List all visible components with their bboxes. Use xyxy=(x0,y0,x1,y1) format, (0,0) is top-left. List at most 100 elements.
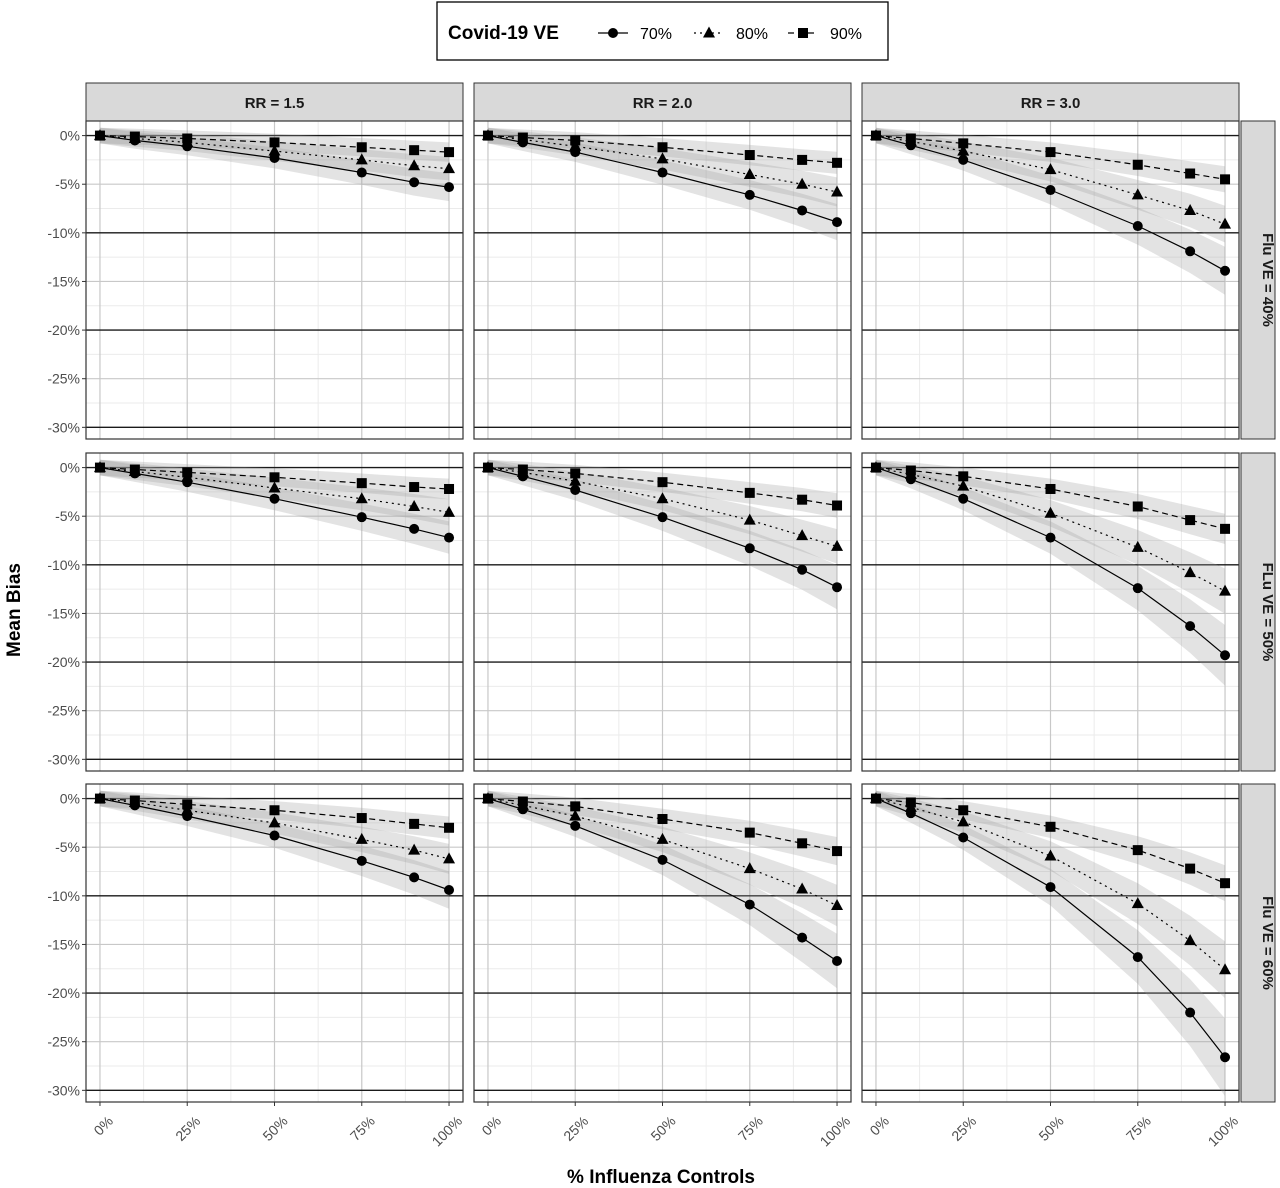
x-tick-label: 100% xyxy=(817,1113,854,1150)
column-strip-label: RR = 2.0 xyxy=(633,95,693,112)
x-tick-label: 25% xyxy=(560,1113,591,1144)
data-point-80% xyxy=(796,882,809,894)
data-point-90% xyxy=(1045,483,1056,494)
panel-border xyxy=(473,452,852,772)
data-point-90% xyxy=(409,482,420,493)
data-point-70% xyxy=(958,154,969,165)
y-tick-label: -5% xyxy=(55,508,80,524)
x-tick-label: 0% xyxy=(866,1113,892,1139)
row-strip-label: Flu VE = 60% xyxy=(1259,896,1276,990)
data-point-70% xyxy=(958,832,969,843)
y-tick-label: -10% xyxy=(47,888,80,904)
data-point-70% xyxy=(409,872,420,883)
data-point-90% xyxy=(870,462,881,473)
data-point-70% xyxy=(1220,1052,1231,1063)
y-tick-label: 0% xyxy=(60,460,80,476)
x-tick-label: 50% xyxy=(1035,1113,1066,1144)
data-point-80% xyxy=(957,815,970,827)
data-point-90% xyxy=(870,130,881,141)
data-point-90% xyxy=(444,822,455,833)
data-point-90% xyxy=(182,799,193,810)
data-point-80% xyxy=(408,499,421,511)
data-point-80% xyxy=(1044,163,1057,175)
data-point-80% xyxy=(443,505,456,517)
data-point-90% xyxy=(797,154,808,165)
data-point-80% xyxy=(355,153,368,165)
data-point-80% xyxy=(1184,566,1197,578)
data-point-90% xyxy=(570,801,581,812)
data-point-70% xyxy=(269,493,280,504)
data-point-90% xyxy=(832,846,843,857)
y-tick-label: -10% xyxy=(47,557,80,573)
x-tick-label: 50% xyxy=(259,1113,290,1144)
data-point-80% xyxy=(831,185,844,197)
data-point-80% xyxy=(831,539,844,551)
y-tick-label: -20% xyxy=(47,654,80,670)
data-point-70% xyxy=(1045,532,1056,543)
data-point-80% xyxy=(1219,584,1232,596)
data-point-90% xyxy=(356,813,367,824)
data-point-70% xyxy=(744,189,755,200)
data-point-90% xyxy=(657,814,668,825)
data-point-90% xyxy=(832,157,843,168)
x-tick-label: 0% xyxy=(478,1113,504,1139)
data-point-90% xyxy=(517,796,528,807)
data-point-90% xyxy=(94,462,105,473)
data-point-70% xyxy=(409,177,420,188)
data-point-80% xyxy=(656,152,669,164)
panel-r2-c0: 0% -5% -10% -15% -20% -25% -30% 0% 25% 50% 75% 100% xyxy=(47,783,465,1149)
data-point-90% xyxy=(129,464,140,475)
y-tick-label: -15% xyxy=(47,936,80,952)
y-tick-label: -5% xyxy=(55,176,80,192)
data-point-70% xyxy=(444,182,455,193)
data-point-70% xyxy=(409,523,420,534)
legend-title: Covid-19 VE xyxy=(448,23,559,44)
data-point-80% xyxy=(569,809,582,821)
panel-border xyxy=(861,120,1240,440)
data-point-70% xyxy=(797,932,808,943)
x-tick-label: 100% xyxy=(1205,1113,1242,1150)
data-point-70% xyxy=(1132,952,1143,963)
panel-border xyxy=(473,120,852,440)
legend-label: 70% xyxy=(640,26,672,43)
data-point-90% xyxy=(570,135,581,146)
data-point-90% xyxy=(958,138,969,149)
row-strip-label: FLu VE = 50% xyxy=(1259,563,1276,662)
data-point-70% xyxy=(1185,621,1196,632)
data-point-90% xyxy=(1185,863,1196,874)
data-point-90% xyxy=(905,133,916,144)
data-point-80% xyxy=(355,832,368,844)
y-tick-label: -30% xyxy=(47,751,80,767)
row-strip xyxy=(1240,783,1276,1103)
data-point-70% xyxy=(1045,882,1056,893)
row-strip xyxy=(1240,120,1276,440)
data-point-90% xyxy=(444,483,455,494)
data-point-90% xyxy=(269,137,280,148)
data-point-80% xyxy=(268,481,281,493)
y-tick-label: -30% xyxy=(47,419,80,435)
panel-r2-c2: 0% 25% 50% 75% 100% xyxy=(861,783,1242,1150)
legend-label: 90% xyxy=(830,26,862,43)
data-point-80% xyxy=(743,862,756,874)
data-point-80% xyxy=(656,832,669,844)
data-point-90% xyxy=(182,467,193,478)
data-point-70% xyxy=(1132,583,1143,594)
legend-box xyxy=(436,1,889,61)
legend: Covid-19 VE 70% 80% 90% xyxy=(436,1,889,61)
data-point-90% xyxy=(129,795,140,806)
data-point-90% xyxy=(657,142,668,153)
data-point-70% xyxy=(444,532,455,543)
data-point-70% xyxy=(832,955,843,966)
row-strip-label: Flu VE = 40% xyxy=(1259,233,1276,327)
data-point-90% xyxy=(269,805,280,816)
y-tick-label: -30% xyxy=(47,1082,80,1098)
data-point-70% xyxy=(356,167,367,178)
data-point-80% xyxy=(1044,506,1057,518)
row-strip xyxy=(1240,452,1276,772)
data-point-70% xyxy=(744,899,755,910)
data-point-70% xyxy=(657,854,668,865)
data-point-70% xyxy=(570,484,581,495)
y-tick-label: -10% xyxy=(47,225,80,241)
data-point-70% xyxy=(444,885,455,895)
data-point-90% xyxy=(870,793,881,804)
